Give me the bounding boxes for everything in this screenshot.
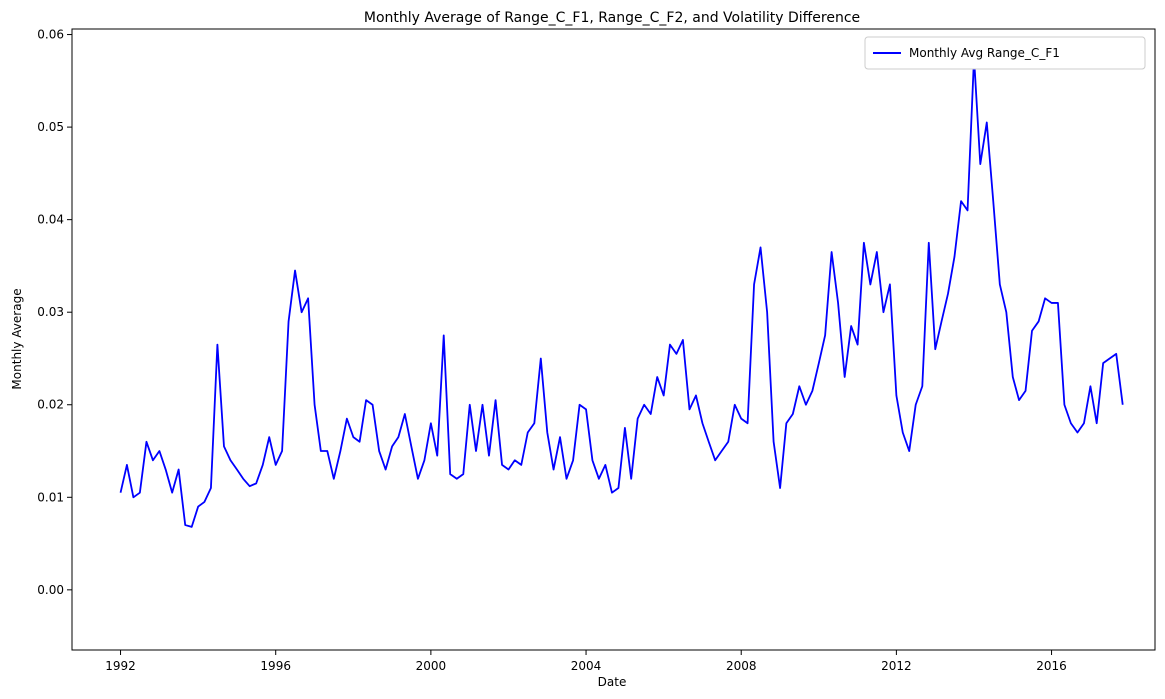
y-tick-label: 0.04: [37, 213, 64, 227]
legend-box: [864, 36, 1146, 70]
legend-label-1: Monthly Avg Range_C_F1: [909, 46, 1060, 60]
x-tick-label: 2008: [726, 659, 757, 673]
y-axis-title: Monthly Average: [10, 288, 24, 389]
y-tick-label: 0.03: [37, 305, 64, 319]
series-layer: [119, 56, 1124, 528]
series-line-1: [119, 56, 1124, 528]
y-tick-label: 0.02: [37, 398, 64, 412]
x-axis: 1992 1996 2000 2004 2008 2012 2016: [105, 650, 1067, 673]
x-tick-label: 2012: [881, 659, 912, 673]
x-tick-label: 2000: [416, 659, 447, 673]
x-tick-label: 1996: [260, 659, 291, 673]
y-tick-label: 0.06: [37, 28, 64, 42]
x-tick-label: 2004: [571, 659, 602, 673]
y-tick-label: 0.01: [37, 490, 64, 504]
y-tick-label: 0.00: [37, 583, 64, 597]
x-axis-title: Date: [598, 675, 627, 689]
chart-title: Monthly Average of Range_C_F1, Range_C_F…: [364, 10, 860, 26]
x-tick-label: 2016: [1036, 659, 1067, 673]
y-axis: 0.00 0.01 0.02 0.03 0.04 0.05 0.06: [37, 28, 72, 597]
y-tick-label: 0.05: [37, 120, 64, 134]
legend: Monthly Avg Range_C_F1: [864, 36, 1146, 70]
x-tick-label: 1992: [105, 659, 136, 673]
plot-frame: [71, 28, 1156, 651]
